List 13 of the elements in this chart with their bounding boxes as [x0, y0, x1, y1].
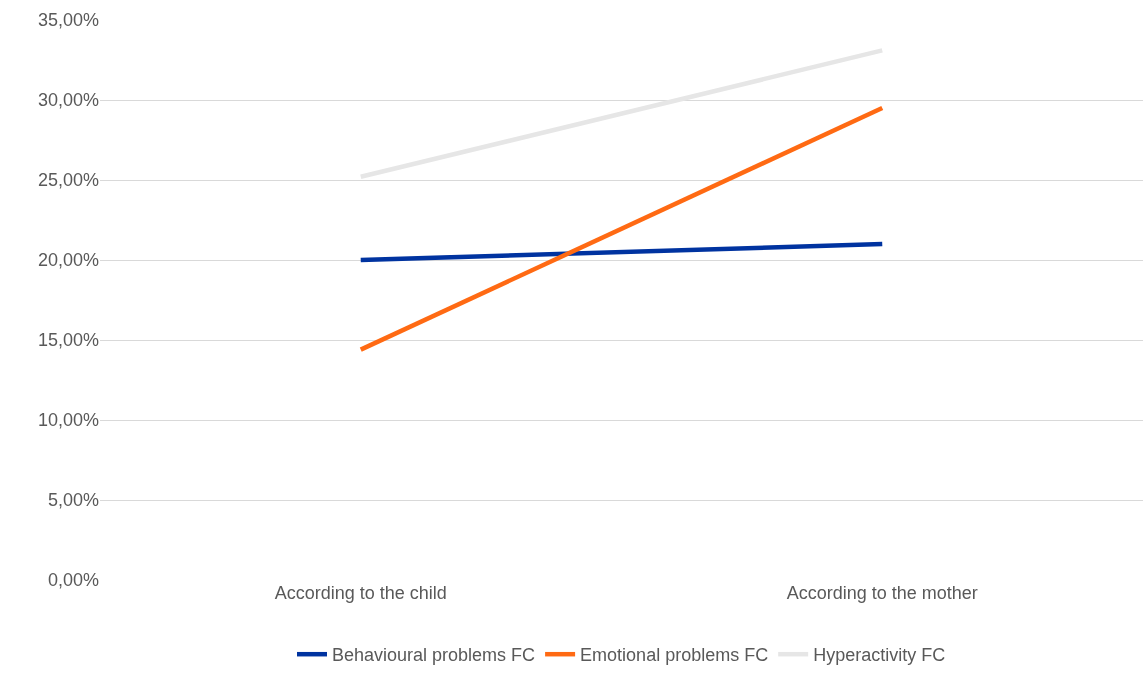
y-tick-label: 20,00% — [37, 250, 99, 271]
y-tick-label: 25,00% — [37, 170, 99, 191]
y-tick-label: 15,00% — [37, 330, 99, 351]
y-tick-label: 30,00% — [37, 90, 99, 111]
y-tick-label: 5,00% — [47, 490, 99, 511]
y-tick-label: 0,00% — [47, 570, 99, 591]
y-tick-label: 10,00% — [37, 410, 99, 431]
x-tick-label: According to the mother — [786, 583, 978, 603]
legend-label: Behavioural problems FC — [332, 645, 536, 666]
y-tick-label: 35,00% — [37, 10, 99, 31]
x-tick-label: According to the child — [274, 583, 447, 603]
legend-label: Hyperactivity FC — [813, 645, 946, 666]
legend-label: Emotional problems FC — [580, 645, 769, 666]
